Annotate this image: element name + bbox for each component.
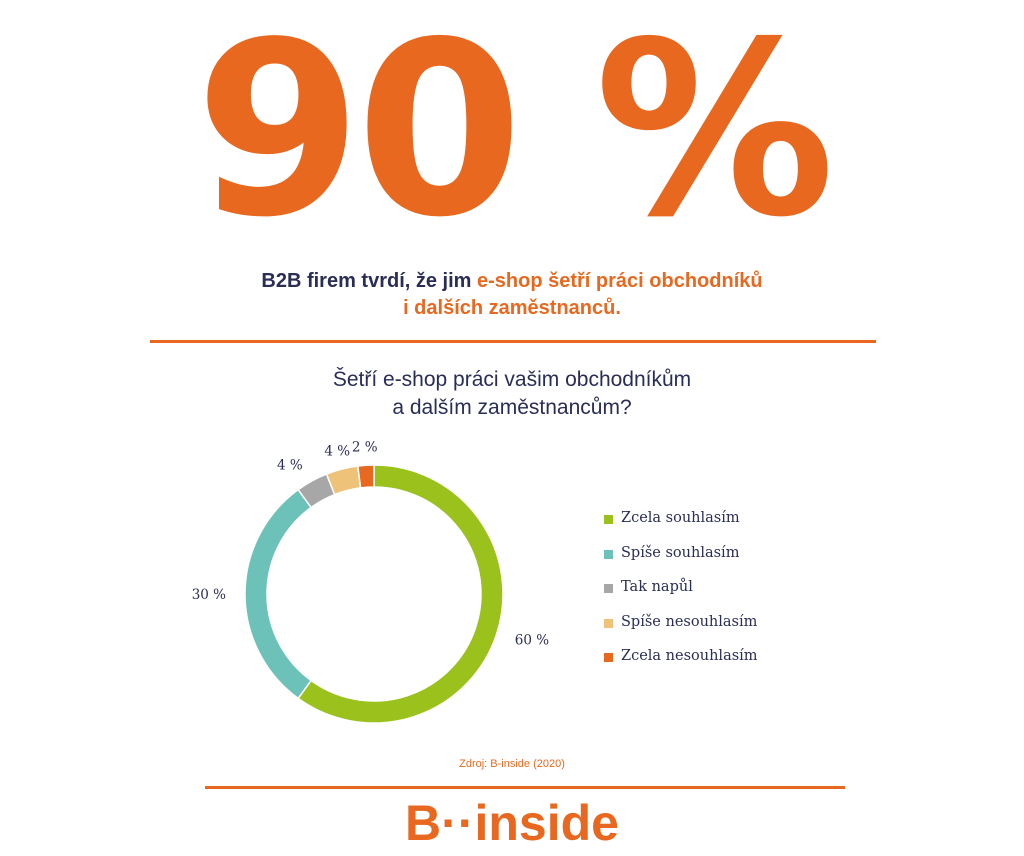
chart-legend: Zcela souhlasím Spíše souhlasím Tak napůl S… <box>604 510 758 683</box>
headline: B2B firem tvrdí, že jim e-shop šetří prá… <box>0 268 1024 322</box>
legend-label: Zcela nesouhlasím <box>621 648 758 664</box>
chart-title-line-1: Šetří e-shop práci vašim obchodníkům <box>332 368 692 391</box>
legend-label: Zcela souhlasím <box>621 510 740 526</box>
legend-item-spise-nesouhlasim: Spíše nesouhlasím <box>604 614 758 649</box>
b-inside-logo: B··inside <box>405 795 619 851</box>
chart-title: Šetří e-shop práci vašim obchodníkům a d… <box>0 366 1024 422</box>
data-label-zcela-souhlasim: 60 % <box>515 633 549 649</box>
legend-label: Spíše souhlasím <box>621 544 740 561</box>
divider-bottom <box>205 786 845 789</box>
divider-top <box>150 340 876 343</box>
big-stat-value: 90 % <box>194 0 835 270</box>
source-note: Zdroj: B-inside (2020) <box>459 758 565 770</box>
data-label-zcela-nesouhlasim: 2 % <box>352 439 378 455</box>
donut-slice-zcela-souhlasim <box>297 464 504 724</box>
donut-slice-zcela-nesouhlasim <box>356 464 375 489</box>
headline-highlight-2: i dalších zaměstnanců. <box>403 297 621 319</box>
legend-swatch <box>604 584 613 593</box>
legend-swatch <box>604 549 613 559</box>
legend-item-tak-napul: Tak napůl <box>604 579 758 614</box>
legend-swatch <box>604 618 613 628</box>
headline-highlight-1: e-shop šetří práci obchodníků <box>477 270 763 292</box>
headline-text: B2B firem tvrdí, že jim <box>261 270 477 292</box>
chart-title-line-2: a dalším zaměstnancům? <box>392 396 632 419</box>
data-label-tak-napul: 4 % <box>277 457 303 473</box>
legend-label: Spíše nesouhlasím <box>621 613 758 630</box>
legend-swatch <box>604 653 613 662</box>
legend-label: Tak napůl <box>621 579 693 595</box>
data-label-spise-nesouhlasim: 4 % <box>324 444 350 460</box>
legend-item-spise-souhlasim: Spíše souhlasím <box>604 545 758 580</box>
legend-swatch <box>604 515 613 524</box>
data-label-spise-souhlasim: 30 % <box>192 587 226 603</box>
legend-item-zcela-nesouhlasim: Zcela nesouhlasím <box>604 648 758 683</box>
legend-item-zcela-souhlasim: Zcela souhlasím <box>604 510 758 545</box>
donut-slice-spise-souhlasim <box>244 488 313 700</box>
